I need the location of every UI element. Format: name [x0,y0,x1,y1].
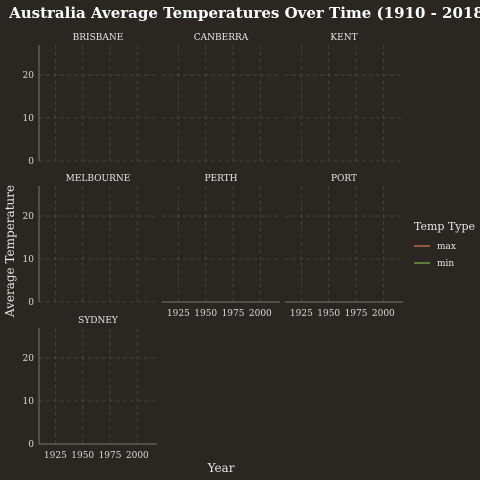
panel-kent: KENT [285,33,403,162]
x-tick-label: 1975 [99,451,122,461]
panel-strip-label: PORT [331,174,357,184]
panel-sydney: SYDNEY 0 10 20 1925 1950 1975 2000 [23,316,157,461]
y-tick-label: 20 [23,354,35,364]
panel-melbourne: MELBOURNE 0 10 20 [23,174,157,308]
panel-canberra: CANBERRA [162,33,280,162]
y-tick-label: 10 [23,397,35,407]
x-tick-label: 1950 [71,451,94,461]
x-axis-title: Year [207,461,235,475]
legend: Temp Type max min [414,220,475,269]
legend-item-min: min [414,259,454,269]
x-tick-label: 1975 [345,309,368,319]
x-tick-label: 1950 [194,309,217,319]
panel-strip-label: SYDNEY [78,316,119,326]
legend-title: Temp Type [414,220,475,233]
y-axis-title: Average Temperature [3,185,17,318]
x-tick-label: 1925 [44,451,67,461]
legend-item-max: max [414,242,456,252]
y-tick-label: 0 [28,298,34,308]
panel-port: PORT 1925 1950 1975 2000 [285,174,403,319]
x-tick-label: 1925 [290,309,313,319]
y-tick-label: 20 [23,71,35,81]
x-tick-label: 2000 [126,451,149,461]
y-tick-label: 0 [28,440,34,450]
panel-strip-label: BRISBANE [73,33,124,43]
y-tick-label: 20 [23,212,35,222]
panel-strip-label: MELBOURNE [66,174,131,184]
x-tick-label: 2000 [372,309,395,319]
y-tick-label: 10 [23,255,35,265]
legend-item-label: max [437,242,456,252]
panel-perth: PERTH 1925 1950 1975 2000 [162,174,280,319]
x-tick-label: 1975 [222,309,245,319]
facet-panels: BRISBANE 0 10 20 CANBERRA KENT MELBOURNE 0 10 20 P… [23,33,403,461]
panel-strip-label: CANBERRA [194,33,249,43]
y-tick-label: 10 [23,114,35,124]
panel-strip-label: PERTH [204,174,237,184]
x-tick-label: 1925 [167,309,190,319]
x-tick-label: 2000 [249,309,272,319]
y-tick-label: 0 [28,157,34,167]
panel-brisbane: BRISBANE 0 10 20 [23,33,157,167]
panel-strip-label: KENT [330,33,357,43]
chart-title: Australia Average Temperatures Over Time… [8,4,480,22]
legend-item-label: min [437,259,454,269]
x-tick-label: 1950 [317,309,340,319]
